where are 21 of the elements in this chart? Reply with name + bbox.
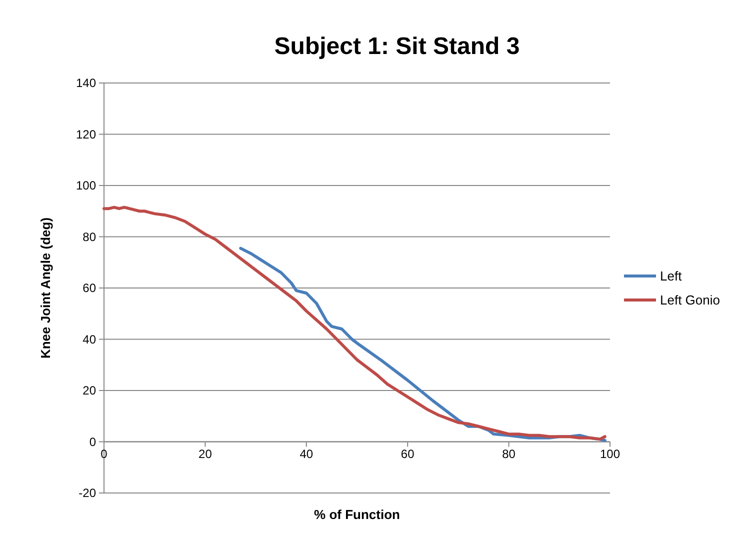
x-tick-label: 60	[400, 446, 415, 461]
x-tick-label: 20	[198, 446, 212, 461]
line-series	[102, 206, 606, 441]
x-tick-label: 100	[600, 446, 620, 461]
y-tick-label: 100	[76, 178, 96, 193]
chart-title: Subject 1: Sit Stand 3	[274, 33, 520, 60]
legend-label: Left	[660, 268, 682, 284]
y-tick-label: 0	[89, 434, 96, 449]
x-tick-label: 0	[100, 446, 108, 461]
legend-label: Left Gonio	[660, 292, 720, 308]
x-tick-label: 80	[502, 446, 516, 461]
y-tick-label: 140	[76, 76, 96, 90]
y-tick-label: -20	[78, 486, 96, 500]
y-axis-title: Knee Joint Angle (deg)	[38, 217, 53, 359]
y-tick-label: 120	[76, 127, 96, 142]
x-tick-label: 40	[300, 446, 314, 461]
y-tick-label: 40	[82, 332, 96, 346]
y-tick-label: 20	[82, 384, 96, 398]
y-tick-label: 80	[82, 230, 96, 244]
y-tick-label: 60	[82, 281, 96, 296]
x-axis-title: % of Function	[314, 507, 400, 522]
